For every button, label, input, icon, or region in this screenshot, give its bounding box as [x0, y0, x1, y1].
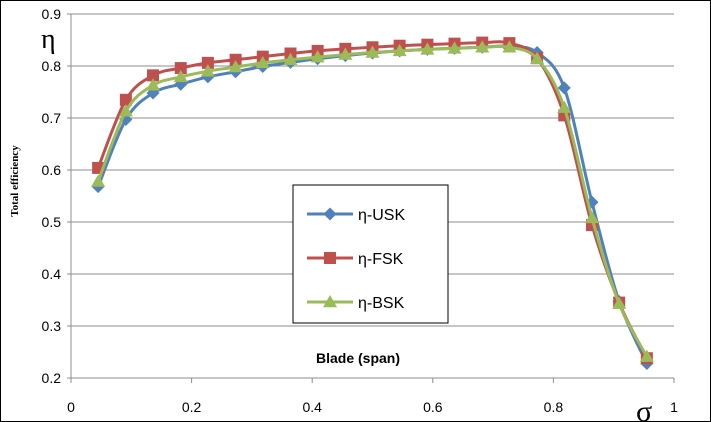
data-point-fsk: [201, 56, 214, 69]
y-tick-label: 0.8: [42, 58, 62, 74]
legend-box: [292, 184, 449, 324]
x-axis-title: Blade (span): [316, 350, 400, 366]
x-tick-label: 0: [67, 399, 75, 415]
y-axis-title: Total efficiency: [9, 145, 21, 217]
data-point-bsk: [530, 51, 545, 64]
series-layer: [91, 36, 654, 370]
y-tick-label: 0.6: [42, 162, 62, 178]
legend-marker-fsk: [324, 252, 336, 264]
data-point-bsk: [365, 45, 380, 58]
data-point-bsk: [200, 64, 215, 77]
data-point-bsk: [475, 40, 490, 53]
data-point-fsk: [229, 53, 242, 66]
legend-marker-bsk: [323, 295, 337, 308]
data-point-bsk: [392, 43, 407, 57]
data-point-bsk: [146, 78, 161, 91]
data-point-bsk: [283, 52, 298, 66]
y-tick-label: 0.5: [42, 214, 62, 230]
data-point-bsk: [557, 100, 572, 113]
y-tick-label: 0.7: [42, 110, 62, 126]
data-point-bsk: [118, 104, 133, 117]
x-tick-label: 0.4: [302, 399, 322, 415]
data-point-fsk: [119, 93, 132, 106]
y-tick-label: 0.4: [42, 266, 62, 282]
legend-label-usk: η-USK: [358, 207, 405, 224]
data-point-bsk: [420, 42, 435, 55]
series-bsk: [91, 40, 654, 362]
data-point-bsk: [173, 69, 188, 83]
data-point-bsk: [228, 60, 243, 73]
data-point-bsk: [255, 55, 270, 69]
data-point-usk: [557, 81, 571, 95]
x-tick-label: 0.2: [182, 399, 202, 415]
data-point-fsk: [147, 69, 160, 82]
y-tick-label: 0.9: [42, 6, 62, 22]
data-point-bsk: [584, 210, 599, 224]
data-point-bsk: [612, 296, 627, 309]
x-tick-label: 1: [670, 399, 678, 415]
legend-label-bsk: η-BSK: [358, 295, 405, 312]
data-point-bsk: [447, 41, 462, 54]
y-tick-label: 0.2: [42, 370, 62, 386]
y-tick-label: 0.3: [42, 318, 62, 334]
x-tick-label: 0.6: [423, 399, 443, 415]
data-point-fsk: [174, 62, 187, 75]
legend: η-USK η-FSK η-BSK: [292, 184, 449, 324]
axis-layer: 0.2 0.3 0.4 0.5 0.6 0.7 0.8 0.9 0 0.2 0.4 0.6 0.8 1: [42, 6, 679, 415]
data-point-bsk: [310, 50, 325, 63]
y-axis-symbol: η: [41, 24, 56, 55]
x-axis-symbol: σ: [636, 395, 652, 421]
data-point-bsk: [338, 47, 353, 60]
data-point-bsk: [639, 349, 654, 362]
data-point-bsk: [502, 40, 517, 53]
data-point-bsk: [91, 174, 106, 187]
legend-marker-usk: [323, 207, 337, 221]
x-tick-label: 0.8: [544, 399, 564, 415]
legend-label-fsk: η-FSK: [358, 251, 404, 268]
